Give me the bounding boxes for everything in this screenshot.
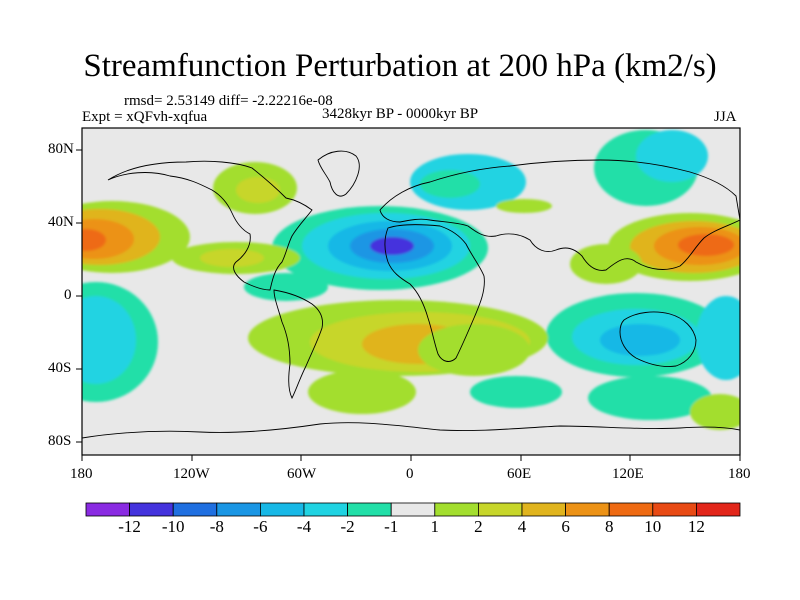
colorbar-box: [565, 502, 610, 517]
coast-africa: [384, 224, 485, 362]
colorbar-box: [303, 502, 348, 517]
colorbar-box: [129, 502, 174, 517]
experiment-label: Expt = xQFvh-xqfua: [82, 109, 208, 125]
lon-tick-0: 0: [406, 466, 414, 482]
colorbar-box: [390, 502, 436, 517]
lon-tick-120e: 120E: [612, 466, 644, 482]
colorbar-label: -10: [161, 517, 185, 536]
colorbar-label: -1: [384, 517, 399, 536]
colorbar-box: [434, 502, 479, 517]
colorbar-label: 10: [644, 517, 662, 536]
lon-tick-120w: 120W: [173, 466, 210, 482]
colorbar-box: [652, 502, 697, 517]
coast-greenland: [317, 150, 360, 197]
coast-antarctica: [82, 422, 740, 439]
colorbar-box: [521, 502, 566, 517]
lat-tick-80s: 80S: [48, 433, 72, 449]
axis-ticks: [76, 149, 741, 461]
lat-tick-0: 0: [64, 287, 72, 303]
colorbar-box: [608, 502, 654, 517]
season-label: JJA: [714, 109, 737, 125]
colorbar-box: [172, 502, 218, 517]
colorbar-box: [347, 502, 392, 517]
lat-tick-40n: 40N: [48, 214, 74, 230]
coast-europe-asia: [379, 159, 740, 271]
lat-tick-80n: 80N: [48, 141, 74, 157]
colorbar-label: 8: [604, 517, 614, 536]
chart-title: Streamfunction Perturbation at 200 hPa (…: [83, 48, 717, 84]
lon-tick-180w: 180: [70, 466, 93, 482]
coast-australia: [619, 311, 697, 367]
colorbar-box: [696, 502, 741, 517]
contour-fills: [82, 128, 740, 455]
stats-label: rmsd= 2.53149 diff= -2.22216e-08: [124, 93, 333, 109]
lon-tick-60w: 60W: [287, 466, 317, 482]
colorbar-label: 12: [687, 517, 705, 536]
coast-north-america: [107, 160, 313, 291]
colorbar-box: [477, 502, 523, 517]
colorbar-label: -2: [340, 517, 355, 536]
colorbar-box: [259, 502, 305, 517]
colorbar-label: -4: [296, 517, 312, 536]
colorbar-label: 4: [517, 517, 527, 536]
colorbar-label: -8: [209, 517, 224, 536]
colorbar: [85, 502, 741, 517]
colorbar-label: 1: [430, 517, 440, 536]
period-label: 3428kyr BP - 0000kyr BP: [322, 106, 479, 122]
colorbar-box: [85, 502, 130, 517]
lon-tick-180e: 180: [728, 466, 751, 482]
lon-tick-60e: 60E: [507, 466, 532, 482]
coast-south-america: [273, 289, 323, 400]
coastlines: [82, 150, 740, 439]
colorbar-box: [216, 502, 261, 517]
colorbar-label: 6: [561, 517, 570, 536]
colorbar-label: -6: [253, 517, 268, 536]
colorbar-label: -12: [118, 517, 141, 536]
lat-tick-40s: 40S: [48, 360, 72, 376]
colorbar-label: 2: [474, 517, 483, 536]
